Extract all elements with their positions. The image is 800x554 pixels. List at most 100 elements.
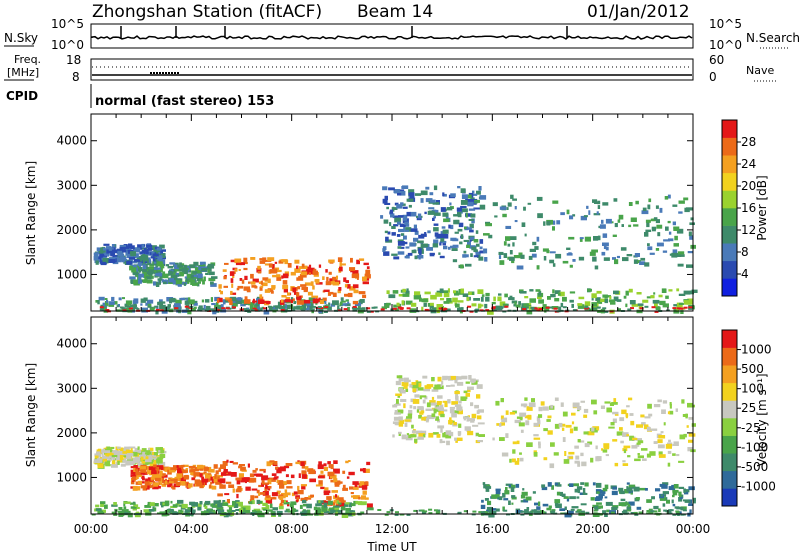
- echo-cell: [679, 497, 683, 500]
- echo-cell: [122, 458, 127, 463]
- echo-cell: [414, 295, 421, 300]
- echo-cell: [491, 494, 498, 499]
- echo-cell: [440, 440, 446, 443]
- echo-cell: [293, 491, 298, 495]
- echo-cell: [352, 300, 359, 305]
- echo-cell: [555, 253, 562, 259]
- echo-cell: [407, 252, 413, 256]
- echo-cell: [560, 302, 564, 308]
- echo-cell: [257, 265, 261, 270]
- echo-cell: [435, 416, 440, 421]
- ground-cell: [520, 510, 525, 513]
- ground-cell: [395, 511, 399, 514]
- echo-cell: [285, 297, 290, 300]
- echo-cell: [113, 458, 119, 461]
- echo-cell: [500, 398, 504, 403]
- echo-cell: [261, 507, 266, 510]
- ground-cell: [429, 305, 434, 308]
- echo-cell: [322, 297, 327, 301]
- echo-cell: [298, 275, 302, 280]
- echo-cell: [447, 288, 450, 293]
- echo-cell: [433, 227, 439, 232]
- echo-cell: [210, 297, 213, 302]
- echo-cell: [210, 476, 215, 481]
- echo-cell: [622, 432, 629, 437]
- echo-cell: [179, 297, 183, 301]
- echo-cell: [517, 458, 520, 462]
- echo-cell: [476, 384, 483, 389]
- ground-cell: [99, 308, 104, 311]
- echo-cell: [454, 437, 458, 441]
- echo-cell: [268, 306, 274, 312]
- echo-cell: [170, 500, 173, 504]
- echo-cell: [651, 226, 657, 230]
- echo-cell: [206, 478, 211, 482]
- echo-cell: [651, 428, 658, 431]
- echo-cell: [400, 246, 405, 249]
- echo-cell: [537, 511, 541, 514]
- echo-cell: [478, 256, 484, 261]
- echo-cell: [278, 260, 283, 264]
- echo-cell: [404, 419, 411, 422]
- echo-cell: [623, 449, 627, 454]
- echo-cell: [688, 439, 693, 443]
- echo-cell: [343, 500, 346, 503]
- echo-cell: [446, 375, 451, 380]
- echo-cell: [343, 277, 347, 282]
- echo-cell: [433, 223, 439, 226]
- echo-cell: [511, 496, 517, 500]
- echo-cell: [204, 467, 209, 471]
- echo-cell: [97, 247, 103, 253]
- echo-cell: [538, 299, 544, 304]
- echo-cell: [334, 505, 340, 508]
- echo-cell: [306, 509, 311, 514]
- echo-cell: [418, 415, 422, 419]
- echo-cell: [501, 418, 506, 422]
- echo-cell: [216, 507, 222, 511]
- echo-cell: [257, 271, 262, 274]
- echo-cell: [117, 461, 120, 465]
- ground-cell: [675, 510, 680, 513]
- echo-cell: [420, 243, 427, 248]
- echo-cell: [499, 206, 507, 210]
- echo-cell: [155, 470, 159, 476]
- echo-cell: [614, 259, 619, 265]
- echo-cell: [140, 303, 143, 306]
- echo-cell: [364, 276, 366, 280]
- echo-cell: [185, 279, 190, 284]
- echo-cell: [344, 284, 348, 288]
- echo-cell: [481, 294, 485, 297]
- echo-cell: [300, 284, 307, 287]
- xtick-label: 00:00: [676, 522, 711, 536]
- echo-cell: [336, 500, 339, 504]
- echo-cell: [285, 463, 293, 467]
- echo-cell: [272, 507, 278, 511]
- echo-cell: [313, 268, 317, 272]
- echo-cell: [554, 397, 559, 401]
- echo-cell: [450, 237, 457, 241]
- echo-cell: [230, 296, 237, 302]
- ground-cell: [392, 307, 397, 310]
- echo-cell: [194, 479, 200, 485]
- ground-cell: [162, 307, 167, 310]
- echo-cell: [398, 416, 403, 421]
- echo-cell: [337, 305, 340, 310]
- ground-cell: [436, 509, 441, 512]
- echo-cell: [129, 276, 136, 280]
- echo-cell: [183, 282, 187, 286]
- echo-cell: [362, 294, 367, 299]
- echo-cell: [521, 222, 526, 227]
- echo-cell: [191, 502, 198, 507]
- colorbar-tick-label: 500: [741, 362, 764, 376]
- ground-cell: [164, 308, 169, 311]
- echo-cell: [256, 267, 262, 273]
- echo-cell: [290, 474, 295, 479]
- echo-cell: [432, 202, 440, 205]
- echo-cell: [649, 252, 655, 255]
- ground-cell: [638, 511, 643, 514]
- echo-cell: [389, 222, 392, 227]
- echo-cell: [193, 474, 196, 478]
- echo-cell: [142, 486, 148, 491]
- echo-cell: [131, 260, 135, 264]
- echo-cell: [583, 408, 589, 413]
